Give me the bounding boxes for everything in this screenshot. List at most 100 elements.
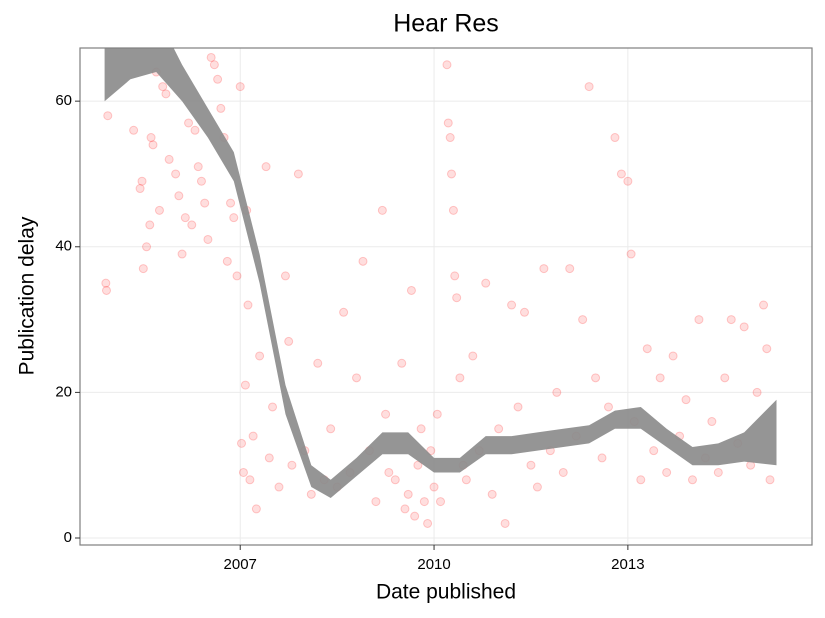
point bbox=[187, 220, 197, 230]
point bbox=[410, 511, 420, 521]
point bbox=[681, 395, 691, 405]
point bbox=[255, 351, 265, 361]
point bbox=[213, 74, 223, 84]
point bbox=[358, 256, 368, 266]
point bbox=[142, 242, 152, 252]
point bbox=[135, 184, 145, 194]
point bbox=[101, 285, 111, 295]
point bbox=[416, 424, 426, 434]
point bbox=[443, 118, 453, 128]
point bbox=[423, 518, 433, 528]
point bbox=[694, 315, 704, 325]
point bbox=[171, 169, 181, 179]
point bbox=[180, 213, 190, 223]
point bbox=[687, 475, 697, 485]
point bbox=[655, 373, 665, 383]
x-tick-label: 2007 bbox=[224, 556, 257, 573]
point bbox=[739, 322, 749, 332]
point bbox=[251, 504, 261, 514]
point bbox=[649, 446, 659, 456]
point bbox=[240, 380, 250, 390]
point bbox=[450, 271, 460, 281]
point bbox=[137, 176, 147, 186]
point bbox=[445, 133, 455, 143]
point bbox=[519, 307, 529, 317]
point bbox=[565, 264, 575, 274]
plot-area bbox=[101, 48, 777, 528]
point bbox=[377, 205, 387, 215]
point bbox=[237, 438, 247, 448]
point bbox=[513, 402, 523, 412]
point bbox=[238, 467, 248, 477]
point bbox=[268, 402, 278, 412]
point bbox=[209, 60, 219, 70]
y-tick-label: 40 bbox=[55, 238, 72, 255]
point bbox=[306, 489, 316, 499]
point bbox=[326, 424, 336, 434]
x-tick-label: 2010 bbox=[417, 556, 450, 573]
point bbox=[400, 504, 410, 514]
point bbox=[381, 409, 391, 419]
point bbox=[339, 307, 349, 317]
point bbox=[707, 417, 717, 427]
y-tick-label: 60 bbox=[55, 92, 72, 109]
point bbox=[232, 271, 242, 281]
y-tick-label: 0 bbox=[64, 529, 72, 546]
point bbox=[229, 213, 239, 223]
point bbox=[226, 198, 236, 208]
point bbox=[177, 249, 187, 259]
point bbox=[452, 293, 462, 303]
axes: 0 20 40 60 2007 2010 2013 bbox=[55, 92, 644, 573]
point bbox=[161, 89, 171, 99]
point bbox=[468, 351, 478, 361]
point bbox=[158, 82, 168, 92]
point bbox=[610, 133, 620, 143]
point bbox=[720, 373, 730, 383]
point bbox=[507, 300, 517, 310]
point bbox=[481, 278, 491, 288]
point bbox=[532, 482, 542, 492]
point bbox=[494, 424, 504, 434]
point bbox=[243, 300, 253, 310]
point bbox=[403, 489, 413, 499]
point bbox=[526, 460, 536, 470]
point bbox=[558, 467, 568, 477]
point bbox=[584, 82, 594, 92]
point bbox=[597, 453, 607, 463]
point bbox=[762, 344, 772, 354]
point bbox=[455, 373, 465, 383]
point bbox=[274, 482, 284, 492]
point bbox=[668, 351, 678, 361]
point bbox=[487, 489, 497, 499]
point bbox=[662, 467, 672, 477]
point bbox=[129, 125, 139, 135]
point bbox=[293, 169, 303, 179]
point bbox=[264, 453, 274, 463]
point bbox=[216, 103, 226, 113]
point bbox=[461, 475, 471, 485]
point bbox=[287, 460, 297, 470]
point bbox=[206, 52, 216, 62]
point bbox=[448, 205, 458, 215]
point bbox=[623, 176, 633, 186]
point bbox=[280, 271, 290, 281]
point bbox=[419, 497, 429, 507]
x-tick-label: 2013 bbox=[611, 556, 644, 573]
point bbox=[200, 198, 210, 208]
y-axis-title: Publication delay bbox=[16, 216, 39, 375]
point bbox=[539, 264, 549, 274]
point bbox=[203, 234, 213, 244]
point bbox=[446, 169, 456, 179]
point bbox=[642, 344, 652, 354]
point bbox=[101, 278, 111, 288]
y-tick-label: 20 bbox=[55, 383, 72, 400]
point bbox=[174, 191, 184, 201]
point bbox=[426, 446, 436, 456]
point bbox=[222, 256, 232, 266]
point bbox=[103, 111, 113, 121]
point bbox=[196, 176, 206, 186]
point bbox=[436, 497, 446, 507]
point bbox=[154, 205, 164, 215]
point bbox=[390, 475, 400, 485]
